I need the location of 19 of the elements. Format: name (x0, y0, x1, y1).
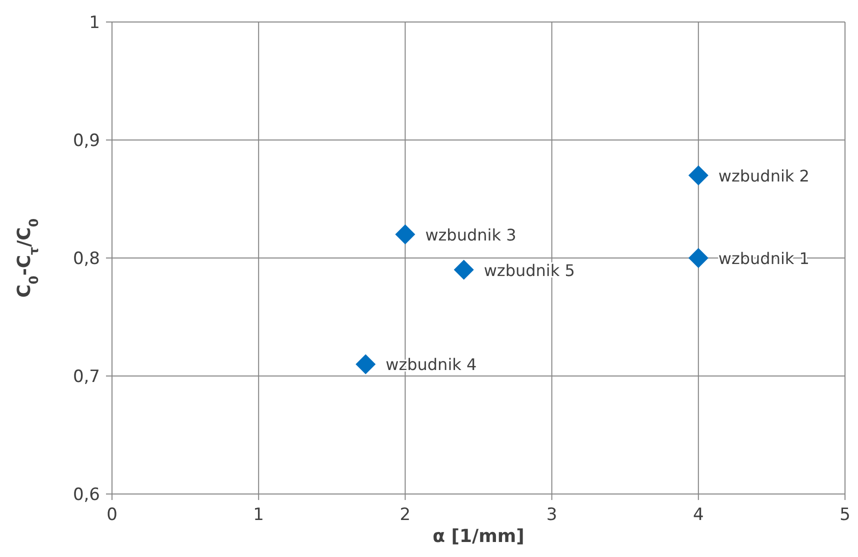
y-tick-label: 0,8 (72, 249, 100, 269)
x-tick-label: 1 (253, 505, 264, 525)
annotation: wzbudnik 2 (718, 166, 810, 186)
y-tick-label: 0,9 (72, 131, 100, 151)
point (688, 165, 708, 186)
point (688, 248, 708, 268)
point (356, 354, 376, 374)
x-axis-title: α [1/mm] (432, 526, 524, 547)
x-tick-label: 0 (106, 505, 118, 525)
x-tick-label: 5 (840, 505, 850, 525)
x-tick-label: 3 (546, 505, 558, 525)
y-tick-label: 0,6 (72, 485, 100, 505)
point (395, 224, 416, 244)
annotation: wzbudnik 3 (425, 225, 516, 244)
y-tick-label: 1 (89, 13, 100, 33)
x-tick-label: 2 (400, 505, 411, 525)
y-tick-label: 0,7 (72, 367, 100, 387)
point (454, 260, 474, 280)
x-tick-label: 4 (692, 505, 704, 525)
